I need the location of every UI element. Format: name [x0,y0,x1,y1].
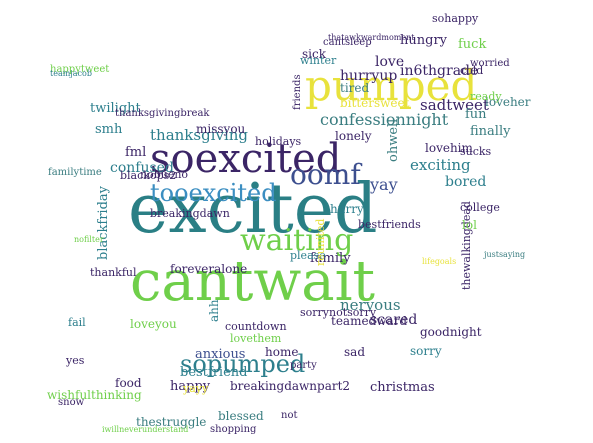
word-exciting: exciting [410,156,471,174]
word-snow: snow [58,397,85,408]
word-smh: smh [95,122,123,137]
word-christmas: christmas [370,380,435,395]
word-cantsleep: cantsleep [323,37,372,48]
word-loveher: loveher [485,95,531,109]
word-yayy: yayy [182,382,209,395]
word-winter: winter [300,54,337,67]
word-pumped: pumped [305,61,477,110]
word-loveyou: loveyou [130,317,177,331]
word-bored: bored [445,174,486,190]
word-sopumped: sopumped [180,350,305,378]
word-sorry: sorry [410,344,442,358]
word-thankful: thankful [90,266,137,279]
word-confused: confused [110,160,174,176]
word-happy: happy [170,379,211,394]
word-blackfriday: blackfriday [96,185,111,260]
bird-silhouette [30,12,528,431]
word-lol: lol [462,218,477,232]
word-cold: cold [460,64,483,77]
word-happytweet: happytweet [50,64,109,75]
word-goodnight: goodnight [420,325,482,339]
word-fail: fail [68,316,86,329]
word-friends: friends [292,74,303,110]
word-bittersweet: bittersweet [340,96,410,110]
word-missyou: missyou [196,122,246,136]
word-college: college [460,201,500,214]
word-fml: fml [125,145,146,160]
word-yes: yes [65,354,85,367]
word-worried: worried [470,58,510,69]
word-hurry: hurry [330,202,364,216]
word-ohwell: ohwell [386,119,401,162]
word-fun: fun [465,107,487,122]
word-lifegoals: lifegoals [422,257,456,266]
word-bestfriend: bestfriend [180,365,247,380]
word-countdown: countdown [225,320,287,333]
word-wishfulthinking: wishfulthinking [47,388,142,402]
word-finally: finally [470,124,511,139]
word-thanksgiving: thanksgiving [150,126,248,144]
word-family: family [310,251,351,266]
word-sad: sad [344,345,365,359]
word-teamedward: teamedward [331,314,407,328]
word-breakingdawn: breakingdawn [150,207,230,220]
word-tired: tired [340,81,369,95]
word-bestfriends: bestfriends [358,218,421,231]
word-hurryup: hurryup [340,68,397,84]
word-justsaying: justsaying [483,250,525,259]
word-twilight: twilight [90,101,142,116]
word-thewalkingdead: thewalkingdead [460,201,473,290]
word-home: home [265,345,298,359]
word-lonely: lonely [335,129,372,143]
word-fuck: fuck [458,37,486,52]
word-lovethem: lovethem [230,332,282,345]
word-scared: scared [370,312,417,328]
word-please: please [290,249,326,262]
word-waiting: waiting [240,223,353,258]
word-teamjacob: teamjacob [50,69,92,78]
word-sorrynotsorry: sorrynotsorry [300,306,377,319]
word-familytime: familytime [48,167,102,178]
word-foreveralone: foreveralone [170,262,247,276]
word-shopping: shopping [210,424,257,435]
word-oomf: oomf [290,158,363,191]
word-excited: excited [128,170,378,249]
word-thestruggle: thestruggle [136,415,206,429]
word-in6thgrade: in6thgrade [400,63,478,79]
word-thatawkwardmoment: thatawkwardmoment [328,33,415,42]
word-yay: yay [369,175,398,194]
word-sadtweet: sadtweet [420,96,489,114]
word-blessed: blessed [218,409,264,423]
word-ready: ready [470,90,502,103]
word-thanksgivingbreak: thanksgivingbreak [115,108,210,119]
word-breakingdawnpart2: breakingdawnpart2 [230,379,350,393]
word-confessionnight: confessionnight [320,110,449,129]
word-sick: sick [302,47,327,61]
word-holidays: holidays [255,135,302,148]
word-sucks: sucks [460,145,492,158]
word-lovehim: lovehim [425,141,474,155]
word-ahh: ahh [207,299,221,322]
word-food: food [115,376,142,390]
word-blackops2: blackops2 [120,169,176,182]
word-nobueno: nobueno [140,168,188,181]
word-love: love [375,54,404,70]
word-anxious: anxious [195,347,245,362]
word-party: party [290,360,317,371]
word-soexcited: soexcited [150,136,341,182]
word-not: not [281,410,297,421]
word-sohappy: sohappy [432,12,479,25]
word-cantwait: cantwait [130,249,376,314]
word-reunited: reunited [314,219,327,266]
word-iwillneverunderstand: iwillneverunderstand [102,425,188,434]
word-nofilter: nofilter [74,235,104,244]
word-tooexcited: tooexcited [150,179,277,207]
word-nervous: nervous [340,296,401,314]
word-hungry: hungry [400,33,448,48]
